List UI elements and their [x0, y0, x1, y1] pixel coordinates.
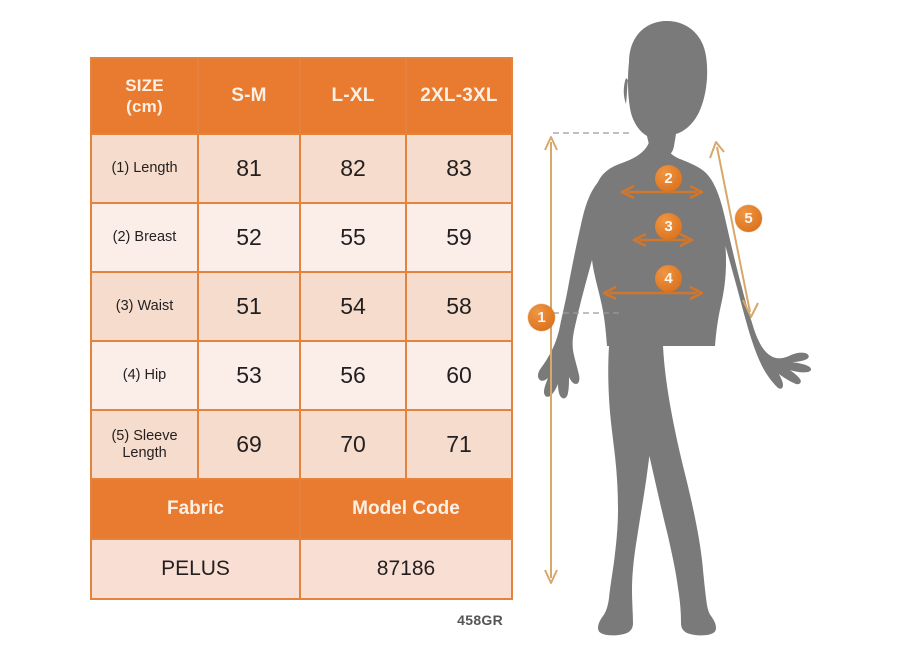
cell-sleeve-length-2xl-3xl: 71 [405, 409, 513, 480]
header-col-s-m: S-M [197, 57, 301, 135]
cell-hip-l-xl: 56 [299, 340, 407, 411]
row-label-waist: (3) Waist [90, 271, 199, 342]
table-row: (2) Breast 52 55 59 [90, 202, 513, 273]
marker-4-hip: 4 [655, 265, 682, 292]
marker-2-breast: 2 [655, 165, 682, 192]
cell-breast-s-m: 52 [197, 202, 301, 273]
cell-waist-2xl-3xl: 58 [405, 271, 513, 342]
cell-waist-s-m: 51 [197, 271, 301, 342]
guide-length-dashed-lines [553, 132, 632, 314]
cell-breast-l-xl: 55 [299, 202, 407, 273]
cell-length-2xl-3xl: 83 [405, 133, 513, 204]
table-footer-header-row: Fabric Model Code [90, 478, 513, 540]
guide-waist-arrow [632, 232, 694, 248]
header-size-unit-label: (cm) [126, 97, 163, 116]
size-chart-table: SIZE (cm) S-M L-XL 2XL-3XL (1) Length 81… [90, 57, 513, 600]
cell-hip-2xl-3xl: 60 [405, 340, 513, 411]
cell-length-l-xl: 82 [299, 133, 407, 204]
table-row: (5) Sleeve Length 69 70 71 [90, 409, 513, 480]
row-label-length: (1) Length [90, 133, 199, 204]
marker-5-sleeve-length: 5 [735, 205, 762, 232]
guide-breast-arrow [620, 184, 704, 200]
header-model-code: Model Code [299, 478, 513, 540]
marker-1-length: 1 [528, 304, 555, 331]
cell-waist-l-xl: 54 [299, 271, 407, 342]
header-col-2xl-3xl: 2XL-3XL [405, 57, 513, 135]
measurement-figure-panel: 1 2 3 4 5 [510, 0, 900, 660]
table-footer-row: PELUS 87186 [90, 538, 513, 600]
header-col-l-xl: L-XL [299, 57, 407, 135]
female-body-silhouette [537, 20, 811, 636]
guide-hip-arrow [602, 285, 704, 301]
header-size-unit: SIZE (cm) [90, 57, 199, 135]
cell-hip-s-m: 53 [197, 340, 301, 411]
table-header-row: SIZE (cm) S-M L-XL 2XL-3XL [90, 57, 513, 135]
header-fabric: Fabric [90, 478, 301, 540]
cell-fabric-value: PELUS [90, 538, 301, 600]
cell-length-s-m: 81 [197, 133, 301, 204]
guide-length-arrow [544, 136, 558, 584]
cell-breast-2xl-3xl: 59 [405, 202, 513, 273]
guide-sleeve-length-arrow [709, 141, 759, 318]
cell-sleeve-length-l-xl: 70 [299, 409, 407, 480]
table-row: (3) Waist 51 54 58 [90, 271, 513, 342]
row-label-sleeve-length: (5) Sleeve Length [90, 409, 199, 480]
measurement-guides [544, 132, 759, 584]
row-label-breast: (2) Breast [90, 202, 199, 273]
header-size-label: SIZE [125, 76, 164, 95]
row-label-hip: (4) Hip [90, 340, 199, 411]
size-chart-table-container: SIZE (cm) S-M L-XL 2XL-3XL (1) Length 81… [90, 57, 513, 600]
weight-code-label: 458GR [457, 612, 503, 628]
table-row: (4) Hip 53 56 60 [90, 340, 513, 411]
marker-3-waist: 3 [655, 213, 682, 240]
cell-model-code-value: 87186 [299, 538, 513, 600]
table-row: (1) Length 81 82 83 [90, 133, 513, 204]
cell-sleeve-length-s-m: 69 [197, 409, 301, 480]
female-silhouette-diagram [537, 20, 811, 636]
